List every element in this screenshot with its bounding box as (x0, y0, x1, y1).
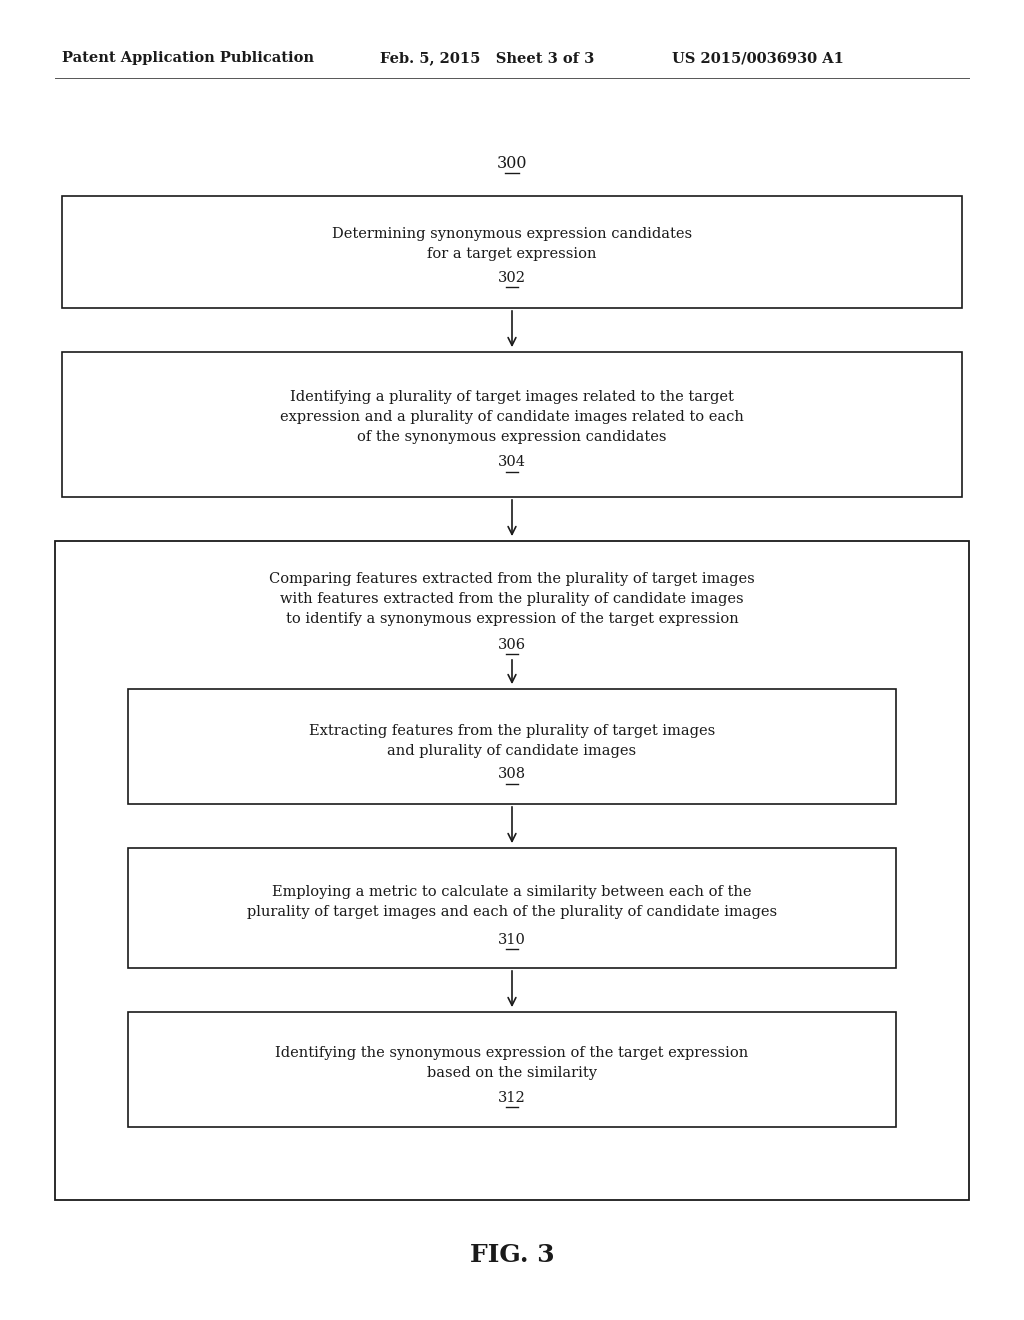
Text: Extracting features from the plurality of target images: Extracting features from the plurality o… (309, 723, 715, 738)
Text: to identify a synonymous expression of the target expression: to identify a synonymous expression of t… (286, 612, 738, 626)
Text: Identifying a plurality of target images related to the target: Identifying a plurality of target images… (290, 389, 734, 404)
Text: 310: 310 (498, 933, 526, 946)
Text: Patent Application Publication: Patent Application Publication (62, 51, 314, 65)
Text: US 2015/0036930 A1: US 2015/0036930 A1 (672, 51, 844, 65)
Text: 306: 306 (498, 638, 526, 652)
Bar (128, 847, 896, 968)
Text: FIG. 3: FIG. 3 (470, 1243, 554, 1267)
Text: Comparing features extracted from the plurality of target images: Comparing features extracted from the pl… (269, 572, 755, 586)
Text: 304: 304 (498, 455, 526, 470)
Text: Employing a metric to calculate a similarity between each of the: Employing a metric to calculate a simila… (272, 884, 752, 899)
Text: plurality of target images and each of the plurality of candidate images: plurality of target images and each of t… (247, 906, 777, 919)
Text: 300: 300 (497, 154, 527, 172)
Text: 312: 312 (498, 1090, 526, 1105)
Bar (62, 195, 962, 308)
Text: 302: 302 (498, 271, 526, 285)
Bar (55, 541, 969, 1200)
Text: Feb. 5, 2015   Sheet 3 of 3: Feb. 5, 2015 Sheet 3 of 3 (380, 51, 594, 65)
Text: and plurality of candidate images: and plurality of candidate images (387, 743, 637, 758)
Bar (128, 1012, 896, 1127)
Bar (128, 689, 896, 804)
Text: Identifying the synonymous expression of the target expression: Identifying the synonymous expression of… (275, 1047, 749, 1060)
Text: for a target expression: for a target expression (427, 247, 597, 261)
Bar (62, 352, 962, 498)
Text: 308: 308 (498, 767, 526, 781)
Text: Determining synonymous expression candidates: Determining synonymous expression candid… (332, 227, 692, 242)
Text: expression and a plurality of candidate images related to each: expression and a plurality of candidate … (280, 409, 744, 424)
Text: with features extracted from the plurality of candidate images: with features extracted from the plurali… (281, 591, 743, 606)
Text: of the synonymous expression candidates: of the synonymous expression candidates (357, 429, 667, 444)
Text: based on the similarity: based on the similarity (427, 1067, 597, 1081)
